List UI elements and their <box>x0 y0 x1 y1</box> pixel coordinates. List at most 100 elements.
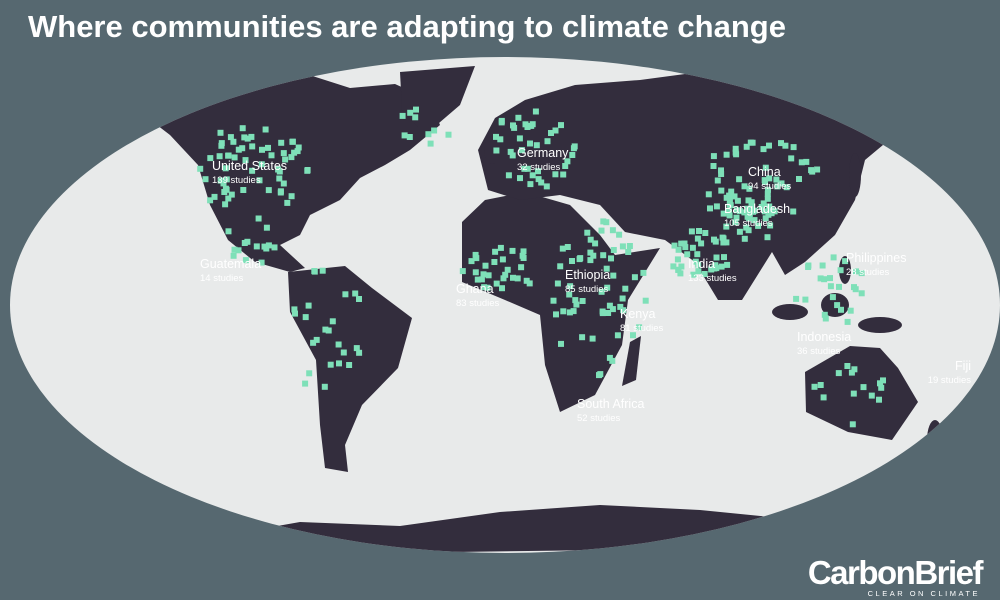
study-point <box>724 261 731 268</box>
study-point <box>620 307 627 314</box>
study-point <box>459 268 466 275</box>
study-point <box>803 158 810 165</box>
study-point <box>708 266 715 273</box>
study-point <box>727 202 734 209</box>
study-point <box>325 327 332 334</box>
location-name: China <box>748 165 781 179</box>
study-point <box>690 271 697 278</box>
study-point <box>598 288 605 295</box>
location-name: South Africa <box>577 397 644 411</box>
study-point <box>726 196 733 203</box>
study-point <box>751 217 758 224</box>
study-point <box>570 308 577 315</box>
study-point <box>689 244 696 251</box>
study-point <box>761 177 768 184</box>
study-point <box>579 334 586 341</box>
study-point <box>261 243 268 250</box>
study-point <box>527 140 533 147</box>
study-point <box>720 210 727 217</box>
study-point <box>230 138 237 145</box>
study-point <box>702 230 709 236</box>
study-point <box>642 297 649 304</box>
study-point <box>834 302 841 309</box>
study-point <box>491 259 498 265</box>
study-point <box>743 224 750 231</box>
study-point <box>197 165 204 172</box>
study-point <box>557 263 564 270</box>
study-point <box>606 302 613 309</box>
study-point <box>472 269 479 276</box>
study-point <box>484 284 491 291</box>
study-point <box>336 360 342 367</box>
location-count: 28 studies <box>846 267 890 278</box>
study-point <box>720 235 727 242</box>
study-point <box>509 247 516 254</box>
study-point <box>796 176 802 182</box>
study-point <box>284 199 291 206</box>
study-point <box>425 131 432 138</box>
study-point <box>564 244 571 250</box>
study-point <box>798 159 805 166</box>
study-point <box>445 131 452 138</box>
study-point <box>518 147 525 154</box>
study-point <box>741 209 748 216</box>
study-point <box>782 142 789 149</box>
study-point <box>356 349 363 356</box>
new-zealand <box>927 420 943 460</box>
study-point <box>678 240 685 247</box>
location-count: 85 studies <box>565 284 609 295</box>
study-point <box>671 242 678 249</box>
study-point <box>520 248 527 255</box>
study-point <box>399 112 406 119</box>
study-point <box>850 390 857 397</box>
study-point <box>559 245 566 252</box>
study-point <box>767 222 774 229</box>
study-point <box>617 303 624 310</box>
study-point <box>401 132 408 139</box>
study-point <box>820 394 827 401</box>
study-point <box>499 285 505 292</box>
study-point <box>605 310 612 316</box>
location-name: Germany <box>517 146 569 160</box>
study-point <box>231 154 238 161</box>
study-point <box>829 294 836 301</box>
new-guinea <box>858 317 902 333</box>
study-point <box>614 332 621 339</box>
study-point <box>566 309 573 316</box>
study-point <box>352 290 359 297</box>
location-name: Ethiopia <box>565 268 610 282</box>
study-point <box>675 266 682 273</box>
study-point <box>587 257 594 264</box>
study-point <box>482 262 489 269</box>
study-point <box>609 306 616 313</box>
study-point <box>587 249 594 256</box>
south-america <box>288 266 412 472</box>
study-point <box>524 165 531 172</box>
study-point <box>249 167 256 174</box>
study-point <box>498 119 505 126</box>
location-count: 105 studies <box>724 218 773 229</box>
study-point <box>600 252 607 259</box>
study-point <box>520 255 527 261</box>
study-point <box>848 369 855 376</box>
study-point <box>851 366 858 373</box>
study-point <box>762 215 769 222</box>
study-point <box>858 270 865 277</box>
study-point <box>240 187 247 193</box>
study-point <box>677 270 684 277</box>
study-point <box>764 195 771 202</box>
study-point <box>684 251 691 258</box>
study-point <box>241 134 248 141</box>
study-point <box>688 228 695 235</box>
study-point <box>567 283 574 290</box>
study-point <box>761 208 768 215</box>
study-point <box>707 205 713 212</box>
study-point <box>522 121 529 128</box>
study-point <box>227 134 234 141</box>
study-point <box>249 143 256 150</box>
study-point <box>554 280 561 287</box>
study-point <box>558 340 564 347</box>
study-point <box>340 349 347 356</box>
